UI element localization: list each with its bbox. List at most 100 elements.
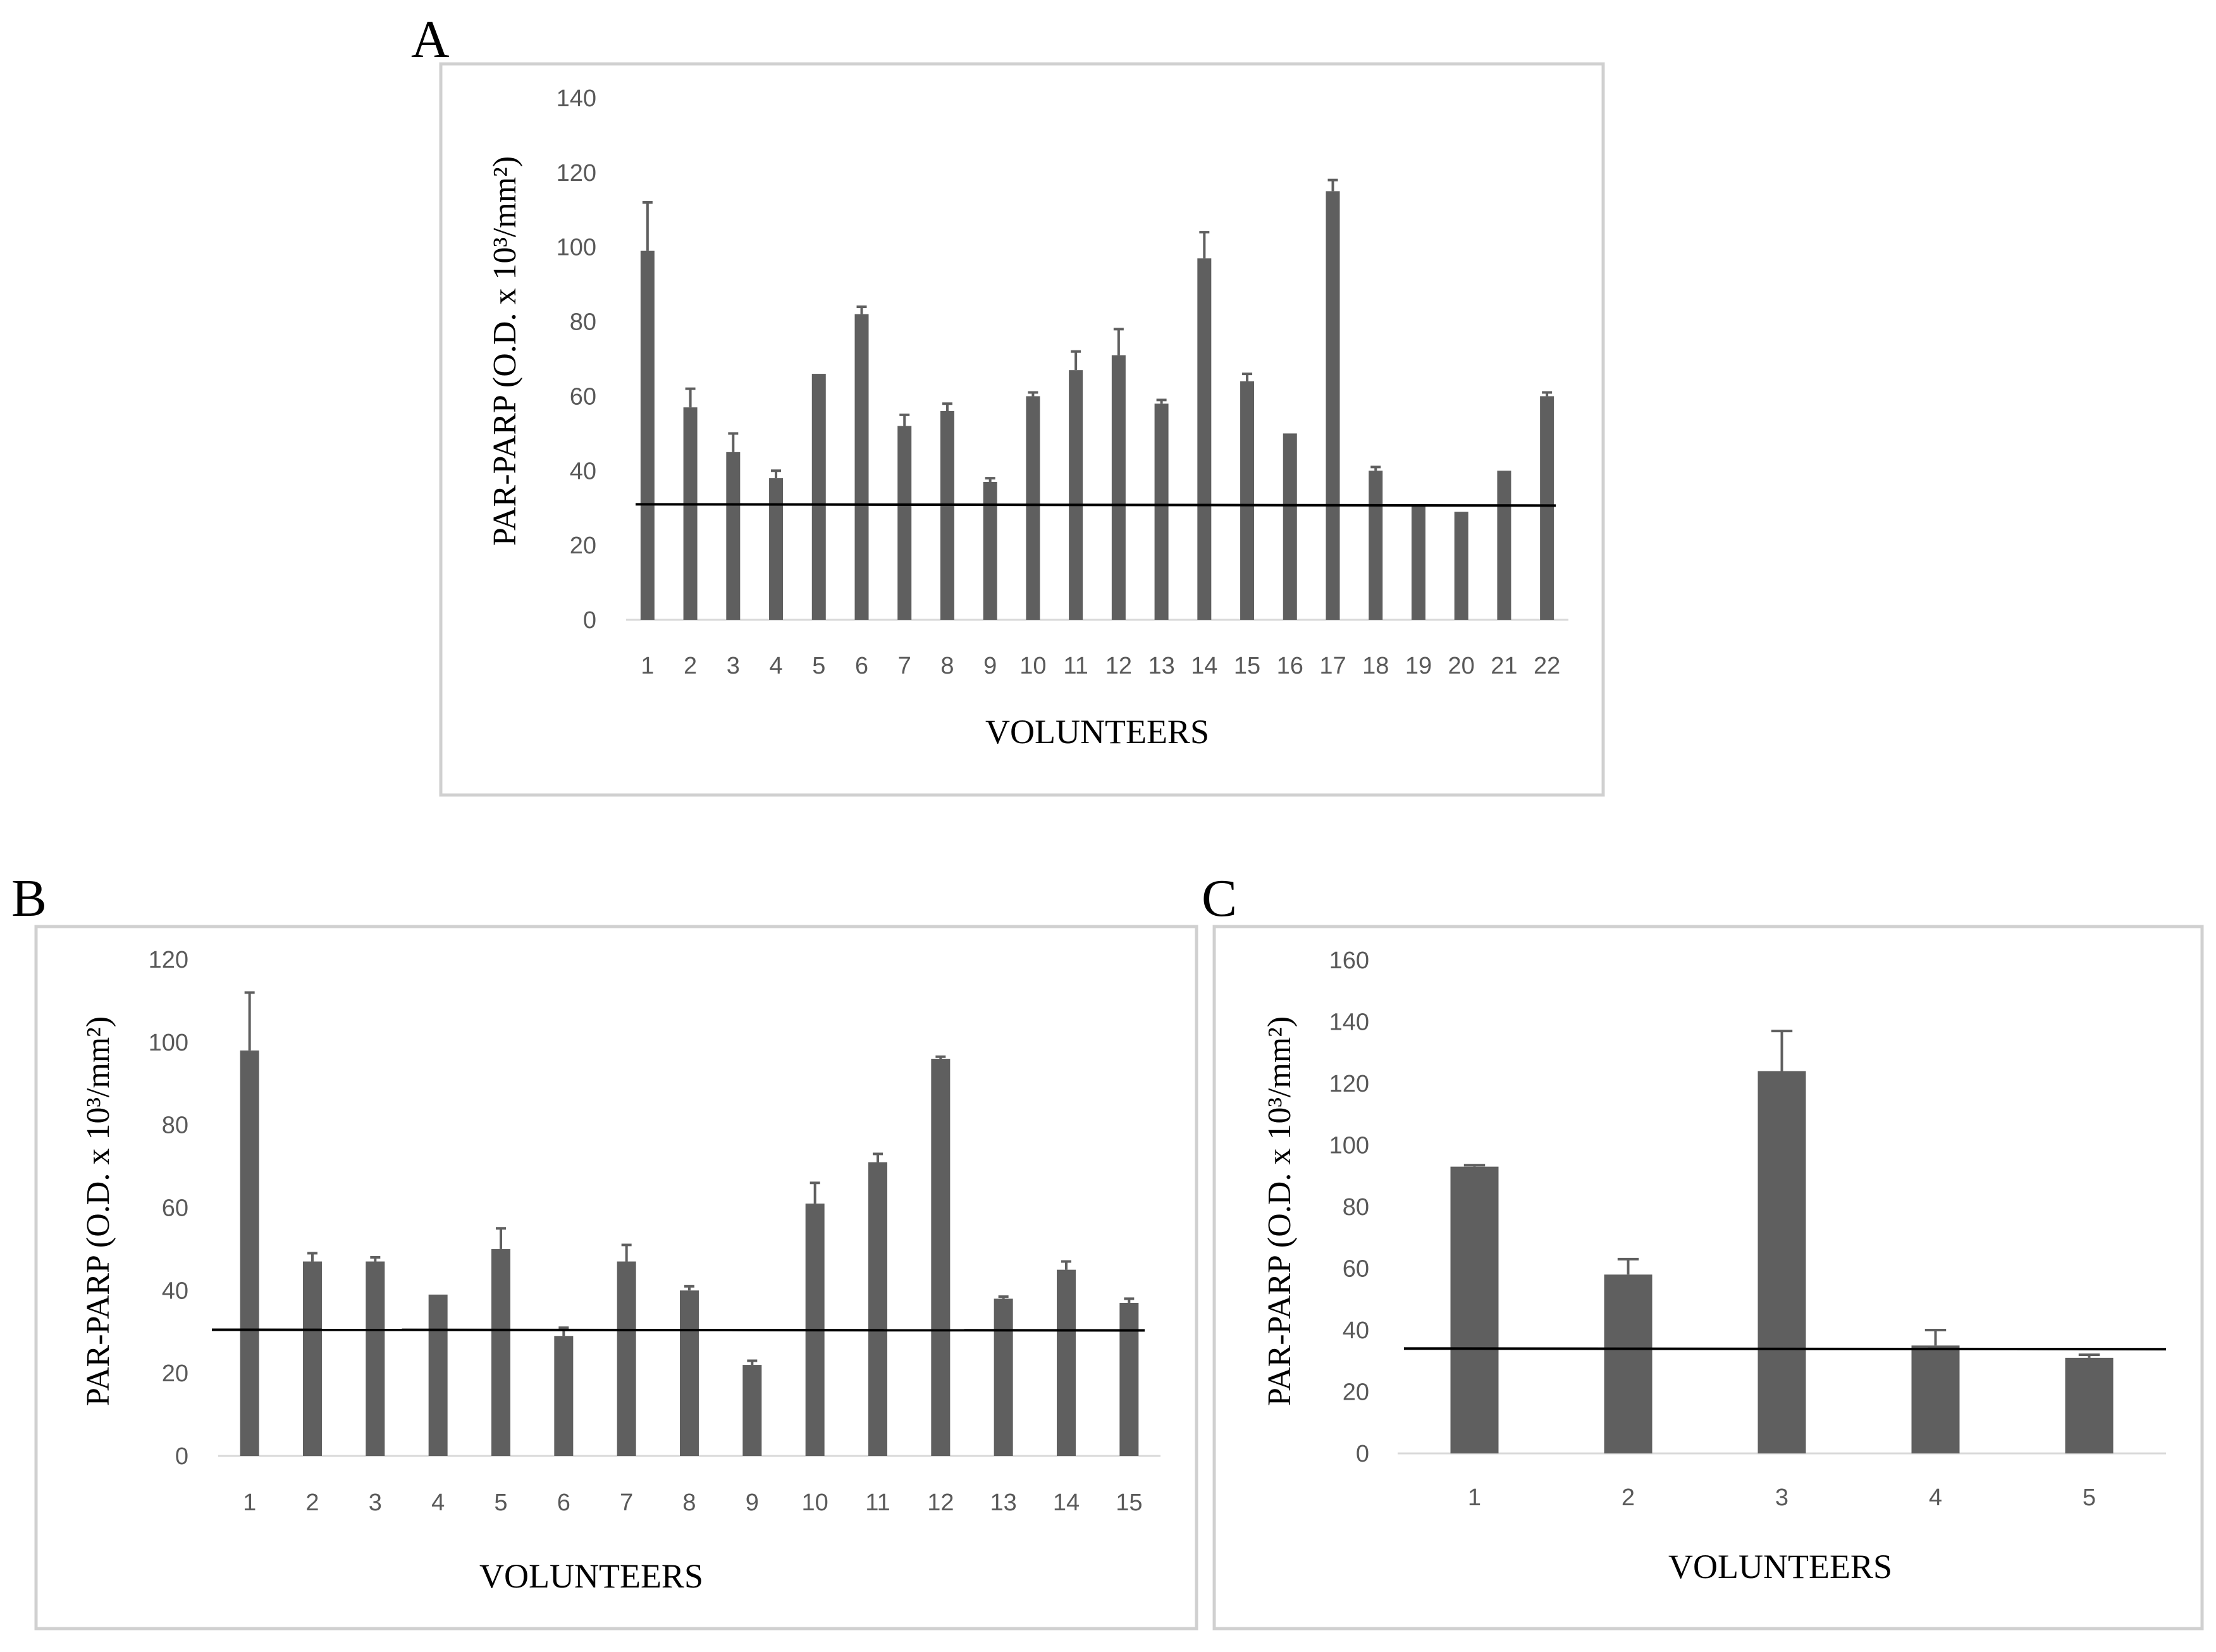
panel-c-frame	[1212, 925, 2204, 1630]
y-tick-label-c: 40	[1343, 1317, 1369, 1344]
x-tick-label-a: 3	[727, 653, 740, 679]
bar-a-13	[1154, 404, 1169, 620]
error-bar-a-11	[1071, 350, 1081, 371]
error-bar-a-2	[685, 387, 696, 408]
x-tick-label-a: 12	[1105, 653, 1132, 679]
bar-a-21	[1497, 471, 1511, 620]
x-tick-label-a: 9	[983, 653, 997, 679]
error-bar-a-12	[1113, 328, 1124, 355]
x-tick-label-a: 7	[898, 653, 911, 679]
x-tick-label-a: 10	[1019, 653, 1046, 679]
error-bar-a-15	[1242, 373, 1253, 381]
error-bar-a-4	[771, 469, 782, 479]
bar-b-11	[868, 1162, 887, 1456]
x-tick-label-a: 21	[1491, 653, 1517, 679]
bar-a-10	[1026, 396, 1040, 620]
panel-letter-b: B	[11, 869, 47, 928]
x-tick-label-c: 2	[1622, 1484, 1635, 1511]
y-tick-label-a: 60	[570, 383, 596, 410]
bar-c-2	[1604, 1274, 1653, 1453]
bar-b-6	[554, 1336, 574, 1456]
error-bar-b-11	[873, 1152, 883, 1162]
x-axis-label-c: VOLUNTEERS	[1668, 1548, 1892, 1586]
x-tick-label-a: 15	[1234, 653, 1260, 679]
bar-a-15	[1240, 381, 1255, 620]
bar-a-9	[983, 481, 997, 620]
bar-a-16	[1283, 433, 1297, 620]
error-bar-a-22	[1542, 391, 1553, 397]
y-tick-label-b: 60	[162, 1195, 188, 1222]
error-bar-b-3	[370, 1256, 381, 1262]
x-tick-label-b: 6	[557, 1489, 570, 1516]
bar-a-22	[1540, 396, 1554, 620]
error-bar-a-6	[856, 305, 867, 314]
error-bar-a-8	[942, 402, 952, 411]
bar-a-19	[1411, 504, 1425, 620]
x-tick-label-a: 8	[940, 653, 954, 679]
y-tick-label-b: 20	[162, 1360, 188, 1387]
bar-b-3	[366, 1261, 385, 1456]
error-bar-b-10	[809, 1181, 820, 1204]
x-tick-label-b: 10	[802, 1489, 828, 1516]
bar-a-11	[1069, 370, 1083, 620]
y-tick-label-b: 80	[162, 1113, 188, 1139]
y-axis-label-b: PAR-PARP (O.D. x 10³/mm²)	[80, 1016, 116, 1406]
x-axis-label-b: VOLUNTEERS	[479, 1557, 703, 1595]
x-tick-label-c: 4	[1929, 1484, 1942, 1511]
x-tick-label-b: 3	[369, 1489, 382, 1516]
x-tick-label-b: 11	[865, 1489, 890, 1516]
panel-b-frame	[34, 925, 1198, 1630]
y-tick-label-c: 80	[1343, 1194, 1369, 1221]
error-bar-b-8	[684, 1285, 694, 1291]
y-tick-label-c: 20	[1343, 1379, 1369, 1406]
y-tick-label-c: 160	[1329, 947, 1369, 974]
threshold-line-b	[211, 1328, 1145, 1332]
x-tick-label-b: 9	[746, 1489, 759, 1516]
bar-a-3	[726, 452, 741, 620]
error-bar-b-14	[1061, 1260, 1071, 1270]
bar-b-5	[491, 1248, 510, 1456]
error-bar-a-13	[1156, 398, 1167, 404]
x-tick-label-a: 11	[1063, 653, 1088, 679]
threshold-line-c	[1403, 1347, 2167, 1351]
x-tick-label-a: 14	[1191, 653, 1217, 679]
x-tick-label-a: 2	[684, 653, 697, 679]
x-tick-label-b: 14	[1053, 1489, 1080, 1516]
bar-c-5	[2065, 1357, 2114, 1453]
x-tick-label-a: 18	[1362, 653, 1389, 679]
error-bar-a-17	[1327, 178, 1338, 192]
error-bar-c-1	[1463, 1164, 1486, 1167]
y-axis-label-c: PAR-PARP (O.D. x 10³/mm²)	[1262, 1016, 1298, 1406]
y-tick-label-b: 0	[175, 1443, 188, 1470]
x-tick-label-b: 1	[243, 1489, 256, 1516]
error-bar-c-4	[1924, 1329, 1947, 1346]
error-bar-b-12	[935, 1055, 946, 1059]
bar-a-1	[640, 250, 655, 620]
error-bar-b-1	[244, 991, 255, 1051]
bar-c-3	[1757, 1071, 1806, 1453]
y-tick-label-a: 0	[583, 607, 596, 634]
bar-a-12	[1111, 355, 1126, 620]
bar-a-5	[811, 374, 826, 620]
x-tick-label-a: 13	[1148, 653, 1174, 679]
error-bar-b-13	[998, 1295, 1009, 1299]
threshold-line-a	[635, 503, 1556, 507]
bar-a-4	[769, 478, 784, 620]
panel-letter-a: A	[411, 10, 450, 69]
x-tick-label-b: 12	[927, 1489, 954, 1516]
x-tick-label-a: 19	[1405, 653, 1432, 679]
bar-a-8	[940, 411, 954, 620]
y-tick-label-a: 100	[557, 235, 596, 261]
x-tick-label-b: 5	[494, 1489, 507, 1516]
y-tick-label-a: 80	[570, 309, 596, 336]
error-bar-a-1	[642, 201, 653, 251]
error-bar-b-5	[496, 1227, 506, 1249]
bar-a-7	[897, 426, 912, 620]
x-tick-label-a: 16	[1277, 653, 1303, 679]
x-tick-label-b: 2	[305, 1489, 319, 1516]
y-tick-label-c: 100	[1329, 1133, 1369, 1159]
